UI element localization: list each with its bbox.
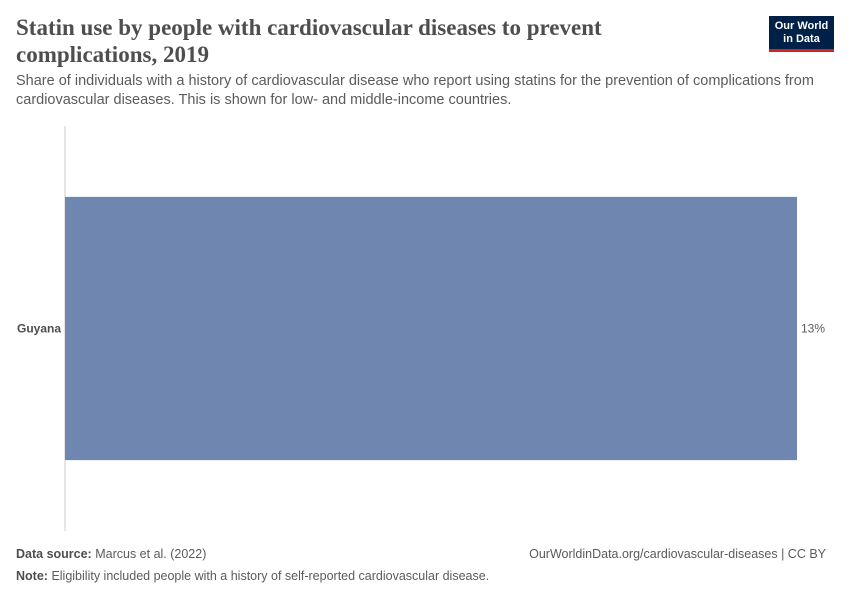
logo-line-2: in Data — [783, 33, 820, 45]
chart-note: Note: Eligibility included people with a… — [16, 569, 489, 583]
category-label: Guyana — [17, 322, 61, 336]
note-label: Note: — [16, 569, 48, 583]
data-source: Data source: Marcus et al. (2022) — [16, 547, 206, 561]
data-source-link[interactable]: Marcus et al. (2022) — [95, 547, 207, 561]
chart-title: Statin use by people with cardiovascular… — [16, 15, 602, 67]
chart-subtitle: Share of individuals with a history of c… — [16, 73, 814, 108]
bar-guyana[interactable] — [65, 196, 797, 461]
owid-logo[interactable]: Our World in Data — [769, 16, 834, 52]
footer-url[interactable]: OurWorldinData.org/cardiovascular-diseas… — [529, 547, 826, 561]
data-source-label: Data source: — [16, 547, 92, 561]
value-label: 13% — [801, 322, 825, 336]
note-text: Eligibility included people with a histo… — [51, 569, 490, 583]
logo-line-1: Our World — [774, 20, 829, 32]
